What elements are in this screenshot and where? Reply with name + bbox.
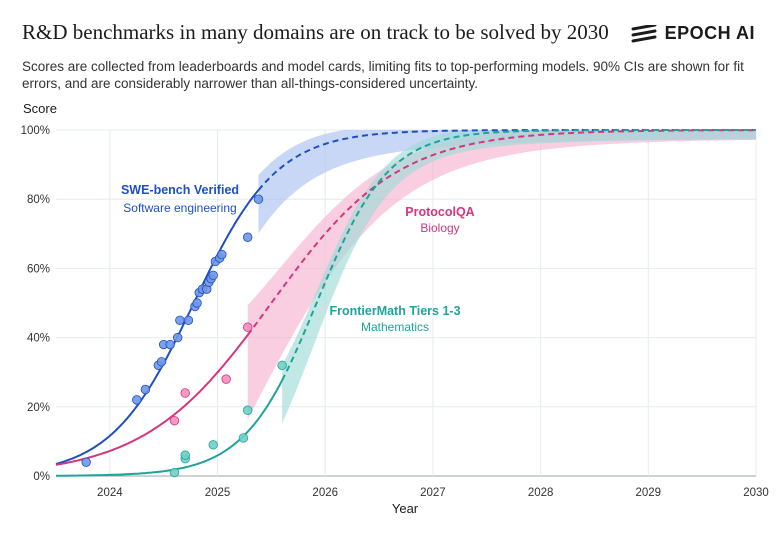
y-tick-label: 0% <box>33 471 50 483</box>
chart-subtitle: Scores are collected from leaderboards a… <box>22 59 744 91</box>
series-label: SWE-bench Verified <box>121 183 239 197</box>
data-point <box>208 440 218 450</box>
series-sublabel: Software engineering <box>123 201 236 215</box>
brand-name: EPOCH AI <box>664 23 755 43</box>
fit-line <box>55 334 249 466</box>
data-point <box>140 384 151 395</box>
data-point <box>277 360 287 370</box>
data-point <box>221 374 231 384</box>
projection-line <box>246 129 756 336</box>
x-tick-label: 2027 <box>420 487 446 499</box>
y-tick-label: 20% <box>27 402 50 414</box>
brand[interactable]: EPOCH AI <box>631 23 755 44</box>
data-point <box>132 395 142 405</box>
data-point <box>156 357 167 367</box>
data-point <box>242 322 253 332</box>
series-label: FrontierMath Tiers 1-3 <box>329 304 460 318</box>
data-point <box>81 457 91 467</box>
y-axis-label: Score <box>23 101 57 116</box>
epoch-logo-icon <box>631 24 657 42</box>
x-tick-label: 2028 <box>528 487 554 499</box>
data-point <box>253 194 264 204</box>
x-axis-label: Year <box>392 501 419 516</box>
data-point <box>180 450 190 460</box>
y-tick-label: 40% <box>27 333 50 345</box>
data-point <box>242 232 253 242</box>
x-tick-label: 2029 <box>636 487 662 499</box>
data-point <box>165 339 175 350</box>
data-point <box>183 315 194 326</box>
data-point <box>172 332 183 343</box>
data-point <box>169 415 180 426</box>
y-tick-label: 60% <box>27 263 50 275</box>
data-point <box>242 405 253 415</box>
confidence-band <box>258 130 756 234</box>
y-tick-label: 100% <box>21 125 50 137</box>
data-point <box>238 433 249 443</box>
chart-title: R&D benchmarks in many domains are on tr… <box>22 20 609 44</box>
x-tick-label: 2030 <box>743 487 769 499</box>
series-sublabel: Biology <box>420 221 459 235</box>
data-point <box>208 270 218 281</box>
y-tick-label: 80% <box>27 194 50 206</box>
data-point <box>180 388 190 398</box>
x-tick-label: 2025 <box>205 487 231 499</box>
data-point <box>217 249 227 260</box>
x-tick-label: 2026 <box>312 487 338 499</box>
data-point <box>175 315 185 326</box>
fit-line <box>55 189 260 465</box>
data-point <box>169 467 180 478</box>
projection-line <box>281 129 756 381</box>
data-point <box>192 298 202 308</box>
x-tick-label: 2024 <box>97 487 123 499</box>
series-label: ProtocolQA <box>405 205 474 219</box>
series-sublabel: Mathematics <box>361 320 429 334</box>
confidence-band <box>282 130 756 424</box>
